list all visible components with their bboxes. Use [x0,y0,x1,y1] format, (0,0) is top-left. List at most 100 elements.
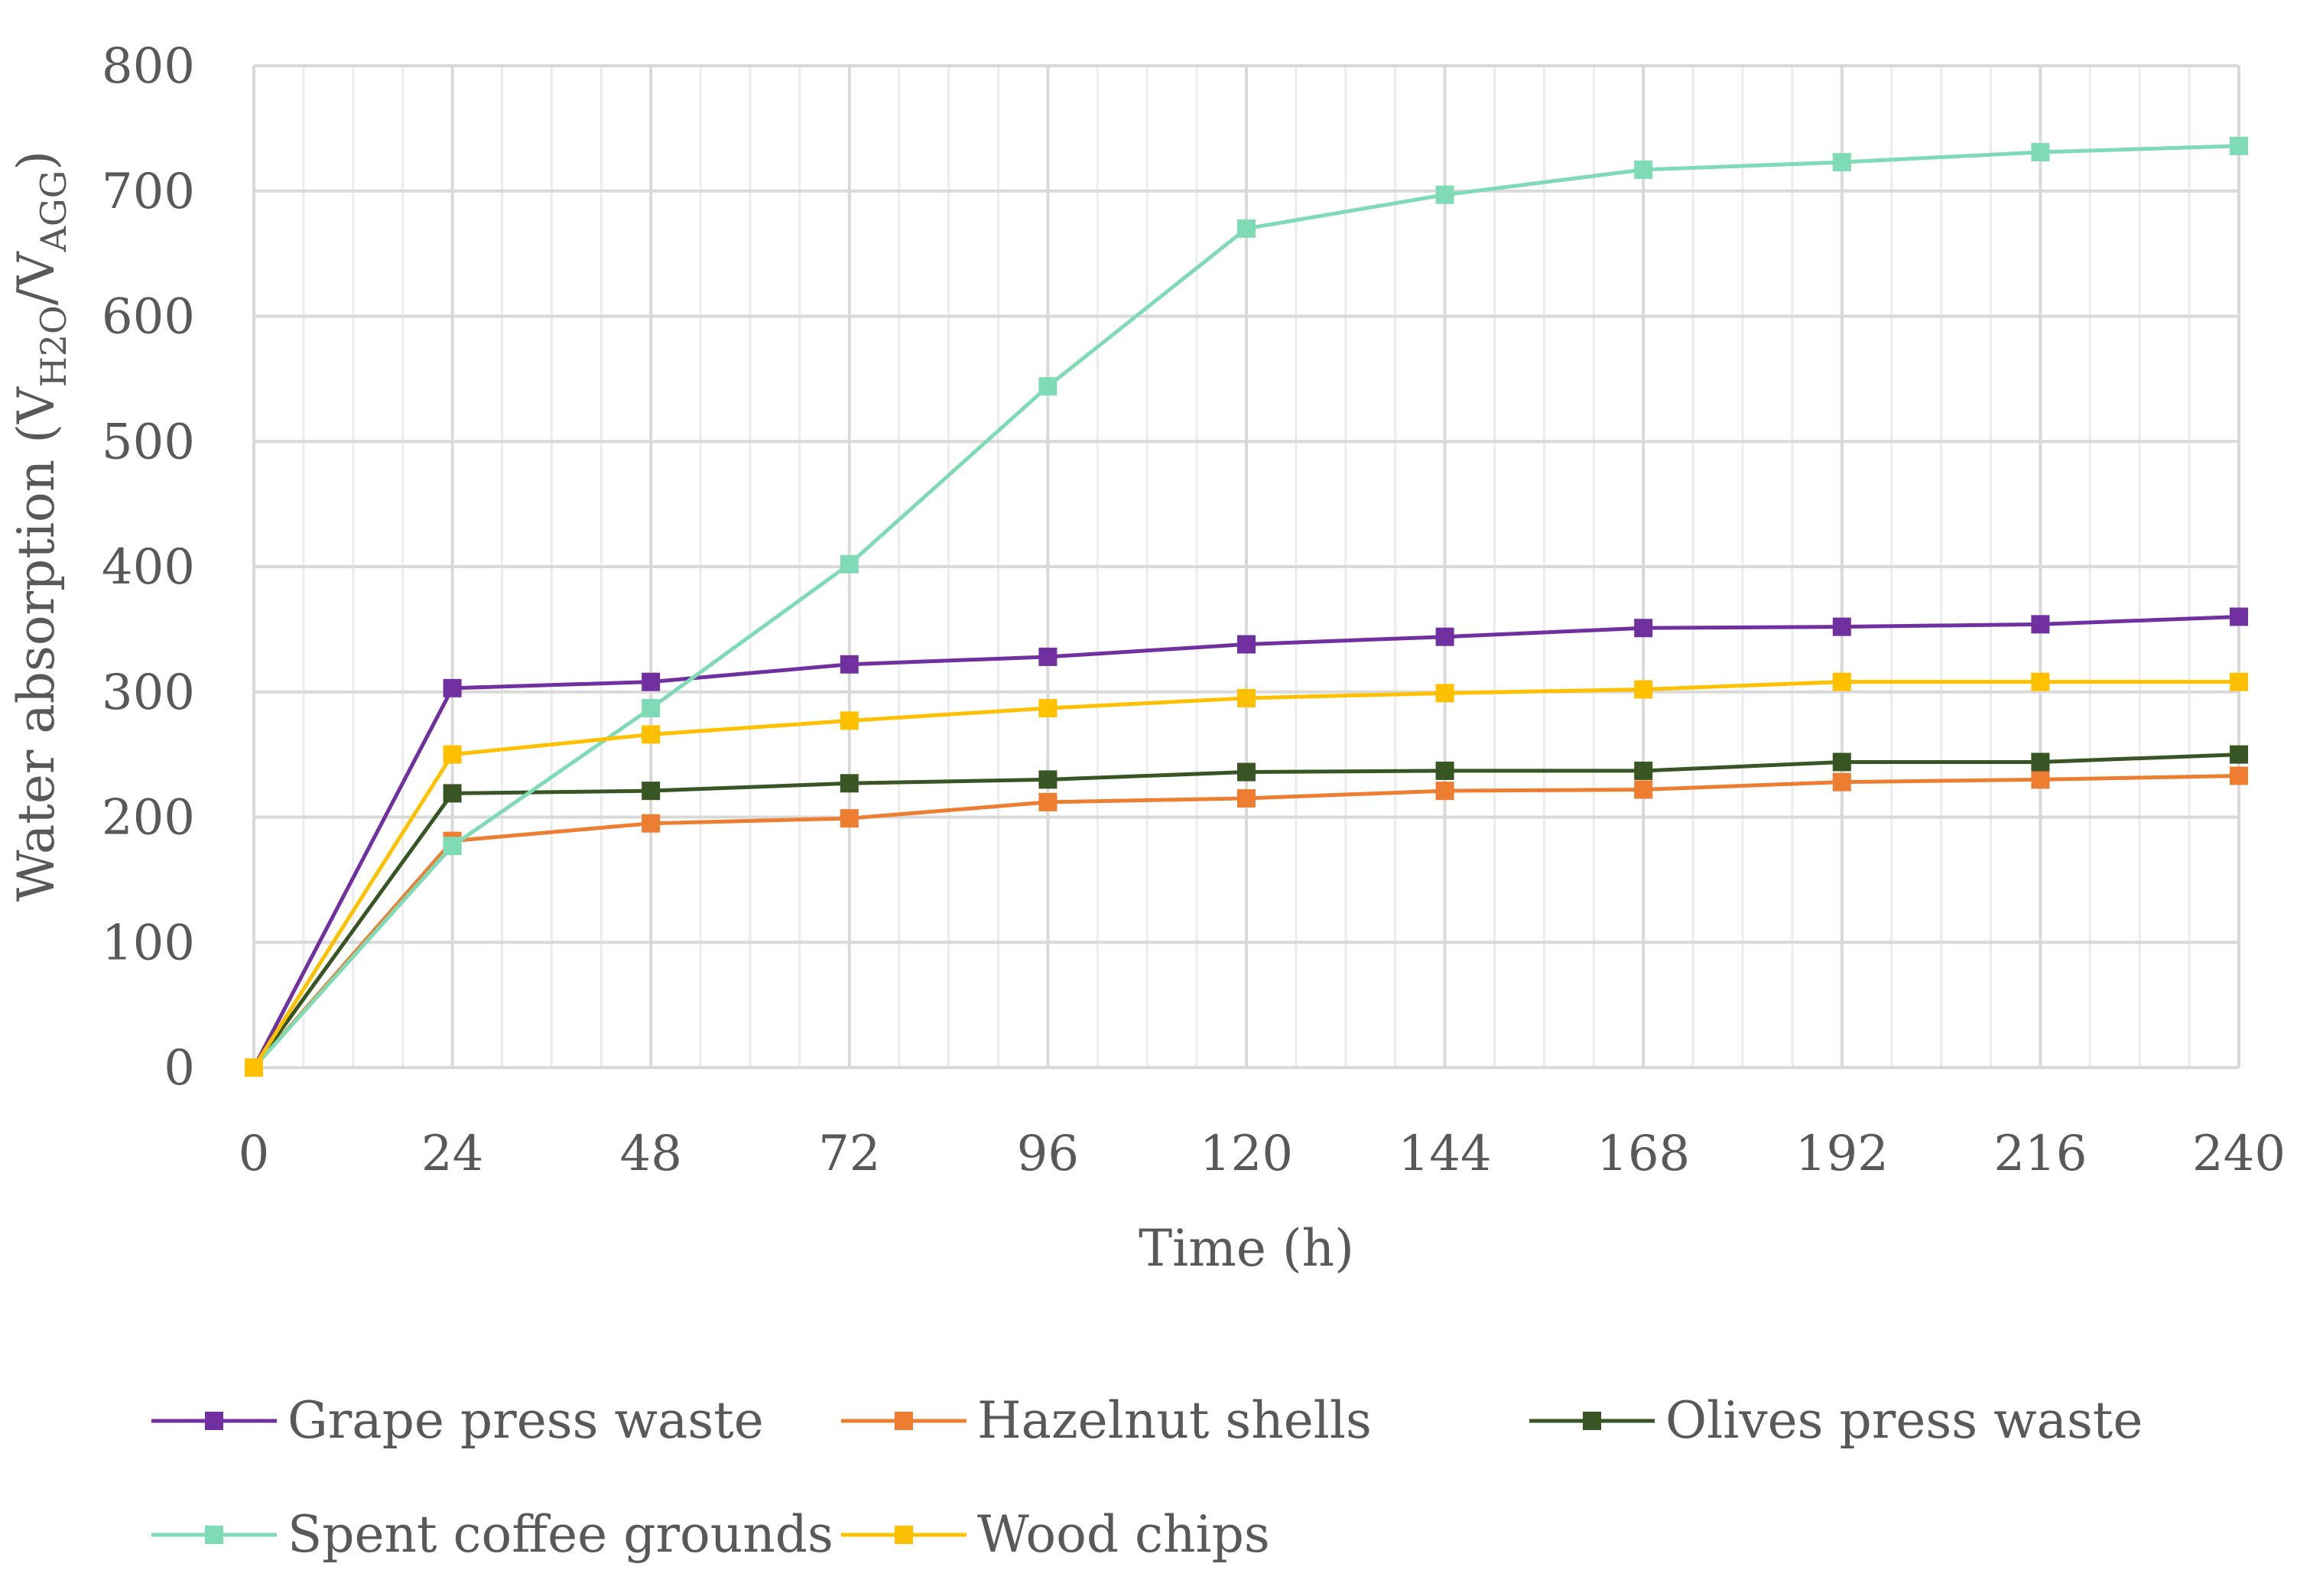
legend-item-grape-press-waste: Grape press waste [151,1391,764,1450]
data-point-hazelnut-shells [1634,780,1653,799]
y-tick-label: 400 [102,539,195,596]
legend-marker-swatch [895,1526,913,1544]
y-axis-title-main: Water absorption (V [7,386,66,902]
data-point-olives-press-waste [1038,770,1058,789]
data-point-spent-coffee-grounds [642,699,661,718]
x-tick-label: 192 [1795,1126,1889,1182]
series-spent-coffee-grounds [245,136,2248,1077]
legend: Grape press waste Hazelnut shells Olives p… [151,1391,2143,1564]
data-point-hazelnut-shells [2031,770,2050,789]
y-tick-label: 200 [102,790,195,847]
grid-layer [252,64,2240,1069]
data-point-wood-chips [1435,684,1454,703]
y-axis-title-sub2: AGG [33,171,74,253]
legend-item-hazelnut-shells: Hazelnut shells [841,1391,1372,1450]
data-point-spent-coffee-grounds [1435,185,1454,204]
y-tick-label: 100 [102,915,195,971]
y-tick-label: 500 [102,414,195,470]
legend-marker-swatch [1583,1412,1601,1430]
y-tick-label: 300 [102,665,195,721]
series-grape-press-waste [245,607,2248,1077]
data-point-olives-press-waste [840,774,859,793]
legend-marker-swatch [205,1412,223,1430]
data-point-wood-chips [1634,680,1653,699]
data-point-grape-press-waste [2230,607,2248,626]
data-point-olives-press-waste [2031,752,2050,772]
x-tick-label: 120 [1200,1126,1293,1182]
y-axis-title-sub1: H2O [33,305,74,387]
legend-item-wood-chips: Wood chips [841,1505,1270,1564]
data-point-olives-press-waste [1832,752,1851,772]
legend-label: Olives press waste [1665,1391,2143,1450]
y-axis-title: Water absorption (VH2O/VAGG) [7,151,74,902]
series-wood-chips [245,672,2248,1077]
data-point-spent-coffee-grounds [1038,377,1058,396]
data-point-hazelnut-shells [642,814,661,833]
data-point-grape-press-waste [2031,615,2050,634]
legend-label: Hazelnut shells [977,1391,1372,1450]
data-point-spent-coffee-grounds [2031,142,2050,161]
series-layer [245,136,2248,1077]
y-tick-label: 0 [164,1040,195,1097]
data-point-hazelnut-shells [2230,766,2248,785]
data-point-hazelnut-shells [840,809,859,828]
data-point-wood-chips [443,745,462,764]
data-point-hazelnut-shells [1237,788,1256,808]
legend-item-olives-press-waste: Olives press waste [1529,1391,2143,1450]
data-point-grape-press-waste [1237,635,1256,654]
data-point-grape-press-waste [1038,647,1058,666]
legend-label: Wood chips [977,1505,1270,1564]
y-axis-title-mid: /V [7,251,66,305]
data-point-wood-chips [642,725,661,744]
x-tick-label: 168 [1597,1126,1690,1182]
data-point-grape-press-waste [443,678,462,697]
data-point-spent-coffee-grounds [1634,160,1653,179]
legend-marker-swatch [895,1412,913,1430]
data-point-spent-coffee-grounds [2230,136,2248,155]
y-tick-label: 700 [102,164,195,220]
y-tick-label: 600 [102,289,195,346]
data-point-grape-press-waste [1435,627,1454,646]
x-axis-ticks: 0 24 48 72 96 120 144 168 192 216 240 [239,1126,2286,1182]
x-tick-label: 96 [1017,1126,1079,1182]
data-point-olives-press-waste [443,784,462,803]
data-point-grape-press-waste [840,655,859,674]
data-point-spent-coffee-grounds [840,554,859,574]
data-point-wood-chips [1237,688,1256,707]
data-point-spent-coffee-grounds [1832,153,1851,172]
data-point-wood-chips [840,711,859,730]
x-axis-title: Time (h) [1139,1219,1354,1278]
data-point-olives-press-waste [1634,761,1653,780]
legend-marker-swatch [205,1526,223,1544]
data-point-grape-press-waste [642,672,661,691]
legend-item-spent-coffee-grounds: Spent coffee grounds [151,1505,833,1564]
x-tick-label: 216 [1993,1126,2087,1182]
x-tick-label: 144 [1399,1126,1492,1182]
data-point-hazelnut-shells [1832,772,1851,791]
x-tick-label: 48 [619,1126,681,1182]
data-point-wood-chips [1038,699,1058,718]
legend-label: Spent coffee grounds [288,1505,833,1564]
data-point-wood-chips [2230,672,2248,691]
data-point-hazelnut-shells [1038,792,1058,811]
x-tick-label: 240 [2192,1126,2286,1182]
y-axis-ticks: 0 100 200 300 400 500 600 700 800 [102,38,195,1097]
data-point-spent-coffee-grounds [443,837,462,856]
x-tick-label: 0 [239,1126,270,1182]
y-tick-label: 800 [102,38,195,95]
legend-label: Grape press waste [288,1391,764,1450]
x-tick-label: 24 [421,1126,483,1182]
data-point-olives-press-waste [1237,762,1256,782]
data-point-grape-press-waste [1832,617,1851,636]
data-point-olives-press-waste [1435,761,1454,780]
data-point-wood-chips [245,1058,263,1077]
data-point-grape-press-waste [1634,619,1653,638]
data-point-hazelnut-shells [1435,782,1454,801]
y-axis-title-end: ) [7,151,66,171]
data-point-spent-coffee-grounds [1237,219,1256,238]
data-point-wood-chips [1832,672,1851,691]
data-point-olives-press-waste [2230,745,2248,764]
x-tick-label: 72 [818,1126,880,1182]
